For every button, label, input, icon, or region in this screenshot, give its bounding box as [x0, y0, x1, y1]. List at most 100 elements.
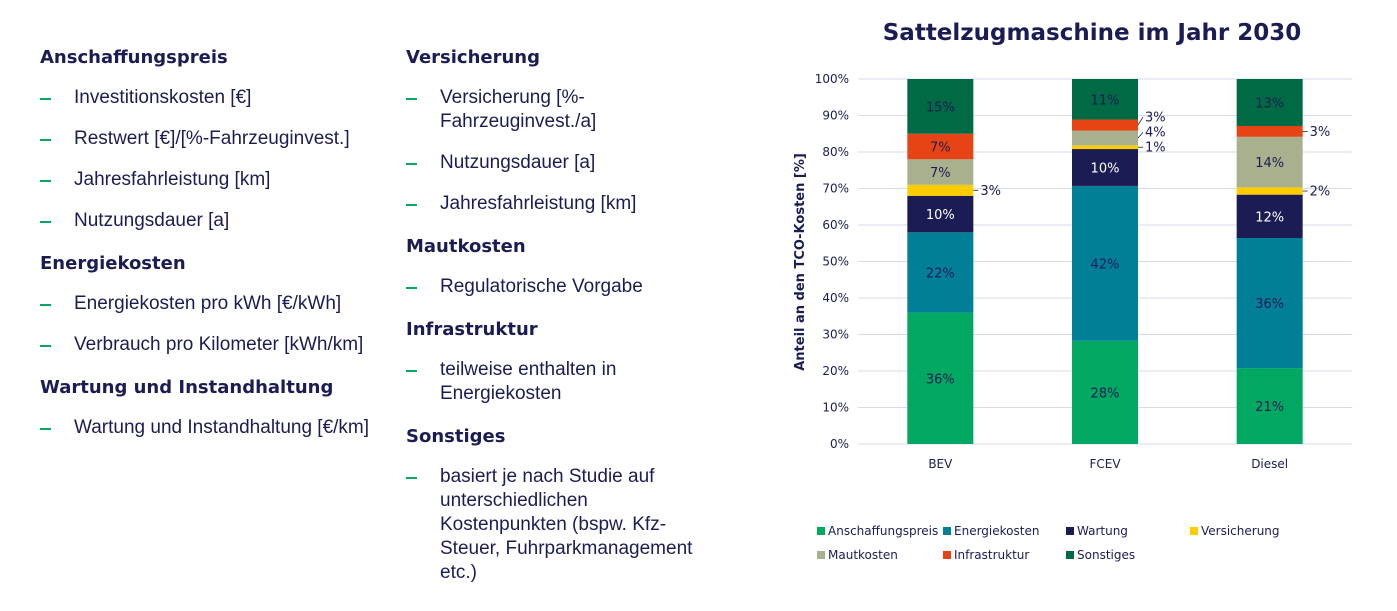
bullet-text: Jahresfahrleistung [km]: [74, 169, 271, 190]
legend-label: Mautkosten: [828, 548, 898, 562]
bar-segment-sonstiges: [1236, 79, 1303, 126]
bullet-text: basiert je nach Studie auf unterschiedli…: [440, 466, 693, 583]
legend-swatch-icon: [817, 551, 825, 559]
dash-bullet-icon: [40, 180, 51, 182]
data-label: 42%: [1091, 257, 1120, 272]
bullet-item: basiert je nach Studie auf unterschiedli…: [406, 465, 706, 585]
bar-segment-versicherung: [907, 184, 974, 196]
dash-bullet-icon: [406, 163, 417, 165]
data-label: 4%: [1145, 126, 1166, 141]
bullet-text: Wartung und Instandhaltung [€/km]: [74, 417, 370, 438]
bullet-text: Regulatorische Vorgabe: [440, 276, 643, 297]
y-tick-label: 10%: [822, 401, 849, 415]
bullet-text: Energiekosten pro kWh [€/kWh]: [74, 293, 342, 314]
bullet-item: Regulatorische Vorgabe: [406, 275, 706, 299]
bullet-text: Restwert [€]/[%-Fahrzeuginvest.]: [74, 128, 350, 149]
x-tick-label: FCEV: [1089, 457, 1121, 471]
bullet-item: Nutzungsdauer [a]: [40, 209, 400, 233]
bullet-text: Verbrauch pro Kilometer [kWh/km]: [74, 334, 364, 355]
bar-segment-energiekosten: [907, 232, 974, 313]
data-label: 3%: [1310, 125, 1331, 140]
bullet-item: Verbrauch pro Kilometer [kWh/km]: [40, 333, 400, 357]
bar-segment-wartung: [1072, 149, 1138, 186]
bullet-text: Investitionskosten [€]: [74, 87, 252, 108]
data-label: 28%: [1091, 386, 1120, 401]
data-label: 36%: [1255, 297, 1284, 312]
data-label: 3%: [980, 184, 1001, 199]
y-tick-label: 90%: [822, 109, 849, 123]
bullet-item: Nutzungsdauer [a]: [406, 151, 706, 175]
y-tick-label: 0%: [830, 437, 849, 451]
bar-segment-wartung: [907, 195, 974, 233]
legend-swatch-icon: [1190, 527, 1198, 535]
bullet-item: teilweise enthalten in Energiekosten: [406, 358, 706, 406]
bullet-item: Investitionskosten [€]: [40, 86, 400, 110]
data-label: 7%: [930, 141, 951, 156]
legend-label: Energiekosten: [954, 524, 1039, 538]
bullet-item: Restwert [€]/[%-Fahrzeuginvest.]: [40, 127, 400, 151]
data-label: 7%: [930, 166, 951, 181]
dash-bullet-icon: [40, 98, 51, 100]
bar-segment-wartung: [1236, 194, 1303, 239]
bar-segment-versicherung: [1072, 145, 1138, 150]
y-tick-label: 20%: [822, 364, 849, 378]
data-label: 2%: [1310, 185, 1331, 200]
bullet-item: Energiekosten pro kWh [€/kWh]: [40, 292, 400, 316]
bullet-text: Nutzungsdauer [a]: [440, 152, 596, 173]
dash-bullet-icon: [40, 139, 51, 141]
data-label-leader: [1137, 116, 1144, 126]
legend-label: Infrastruktur: [954, 548, 1029, 562]
x-tick-label: Diesel: [1251, 457, 1288, 471]
legend-swatch-icon: [943, 527, 951, 535]
bullet-item: Jahresfahrleistung [km]: [40, 168, 400, 192]
data-label: 21%: [1255, 400, 1284, 415]
data-label: 22%: [926, 266, 955, 281]
legend-swatch-icon: [1066, 527, 1074, 535]
section-title: Versicherung: [406, 47, 540, 68]
legend-label: Anschaffungspreis: [828, 524, 938, 538]
data-label: 1%: [1145, 141, 1166, 156]
data-label: 12%: [1255, 210, 1284, 225]
data-label: 3%: [1145, 111, 1166, 126]
chart-title: Sattelzugmaschine im Jahr 2030: [883, 20, 1302, 46]
dash-bullet-icon: [406, 287, 417, 289]
bullet-text: teilweise enthalten in Energiekosten: [440, 359, 617, 404]
bar-segment-sonstiges: [907, 79, 974, 134]
legend-label: Wartung: [1077, 524, 1128, 538]
section-title: Sonstiges: [406, 426, 506, 447]
section-title: Wartung und Instandhaltung: [40, 377, 334, 398]
legend-swatch-icon: [1066, 551, 1074, 559]
bullet-text: Nutzungsdauer [a]: [74, 210, 230, 231]
bullet-item: Jahresfahrleistung [km]: [406, 192, 706, 216]
data-label: 10%: [926, 208, 955, 223]
dash-bullet-icon: [406, 204, 417, 206]
dash-bullet-icon: [40, 221, 51, 223]
bullet-item: Wartung und Instandhaltung [€/km]: [40, 416, 400, 440]
bar-segment-anschaffungspreis: [1072, 340, 1138, 444]
bar-segment-infrastruktur: [907, 133, 974, 160]
dash-bullet-icon: [406, 477, 417, 479]
section-title: Energiekosten: [40, 253, 186, 274]
bar-segment-energiekosten: [1072, 185, 1138, 341]
y-tick-label: 30%: [822, 328, 849, 342]
data-label-leader: [1137, 131, 1144, 139]
stacked-bar-chart: Sattelzugmaschine im Jahr 2030 Anteil an…: [793, 20, 1352, 562]
dash-bullet-icon: [40, 428, 51, 430]
bar-segment-infrastruktur: [1072, 119, 1138, 131]
bar-segment-sonstiges: [1072, 79, 1138, 120]
bullet-text: Jahresfahrleistung [km]: [440, 193, 637, 214]
section-title: Infrastruktur: [406, 319, 538, 340]
data-label: 10%: [1091, 161, 1120, 176]
bullet-item: Versicherung [%-Fahrzeuginvest./a]: [406, 86, 706, 134]
legend-label: Versicherung: [1201, 524, 1280, 538]
bar-segment-infrastruktur: [1236, 125, 1303, 137]
y-tick-label: 40%: [822, 291, 849, 305]
x-tick-label: BEV: [928, 457, 953, 471]
legend-label: Sonstiges: [1077, 548, 1135, 562]
y-axis-label: Anteil an den TCO-Kosten [%]: [793, 153, 808, 371]
y-tick-label: 80%: [822, 145, 849, 159]
dash-bullet-icon: [40, 345, 51, 347]
legend-swatch-icon: [943, 551, 951, 559]
dash-bullet-icon: [406, 370, 417, 372]
bar-segment-versicherung: [1236, 187, 1303, 195]
